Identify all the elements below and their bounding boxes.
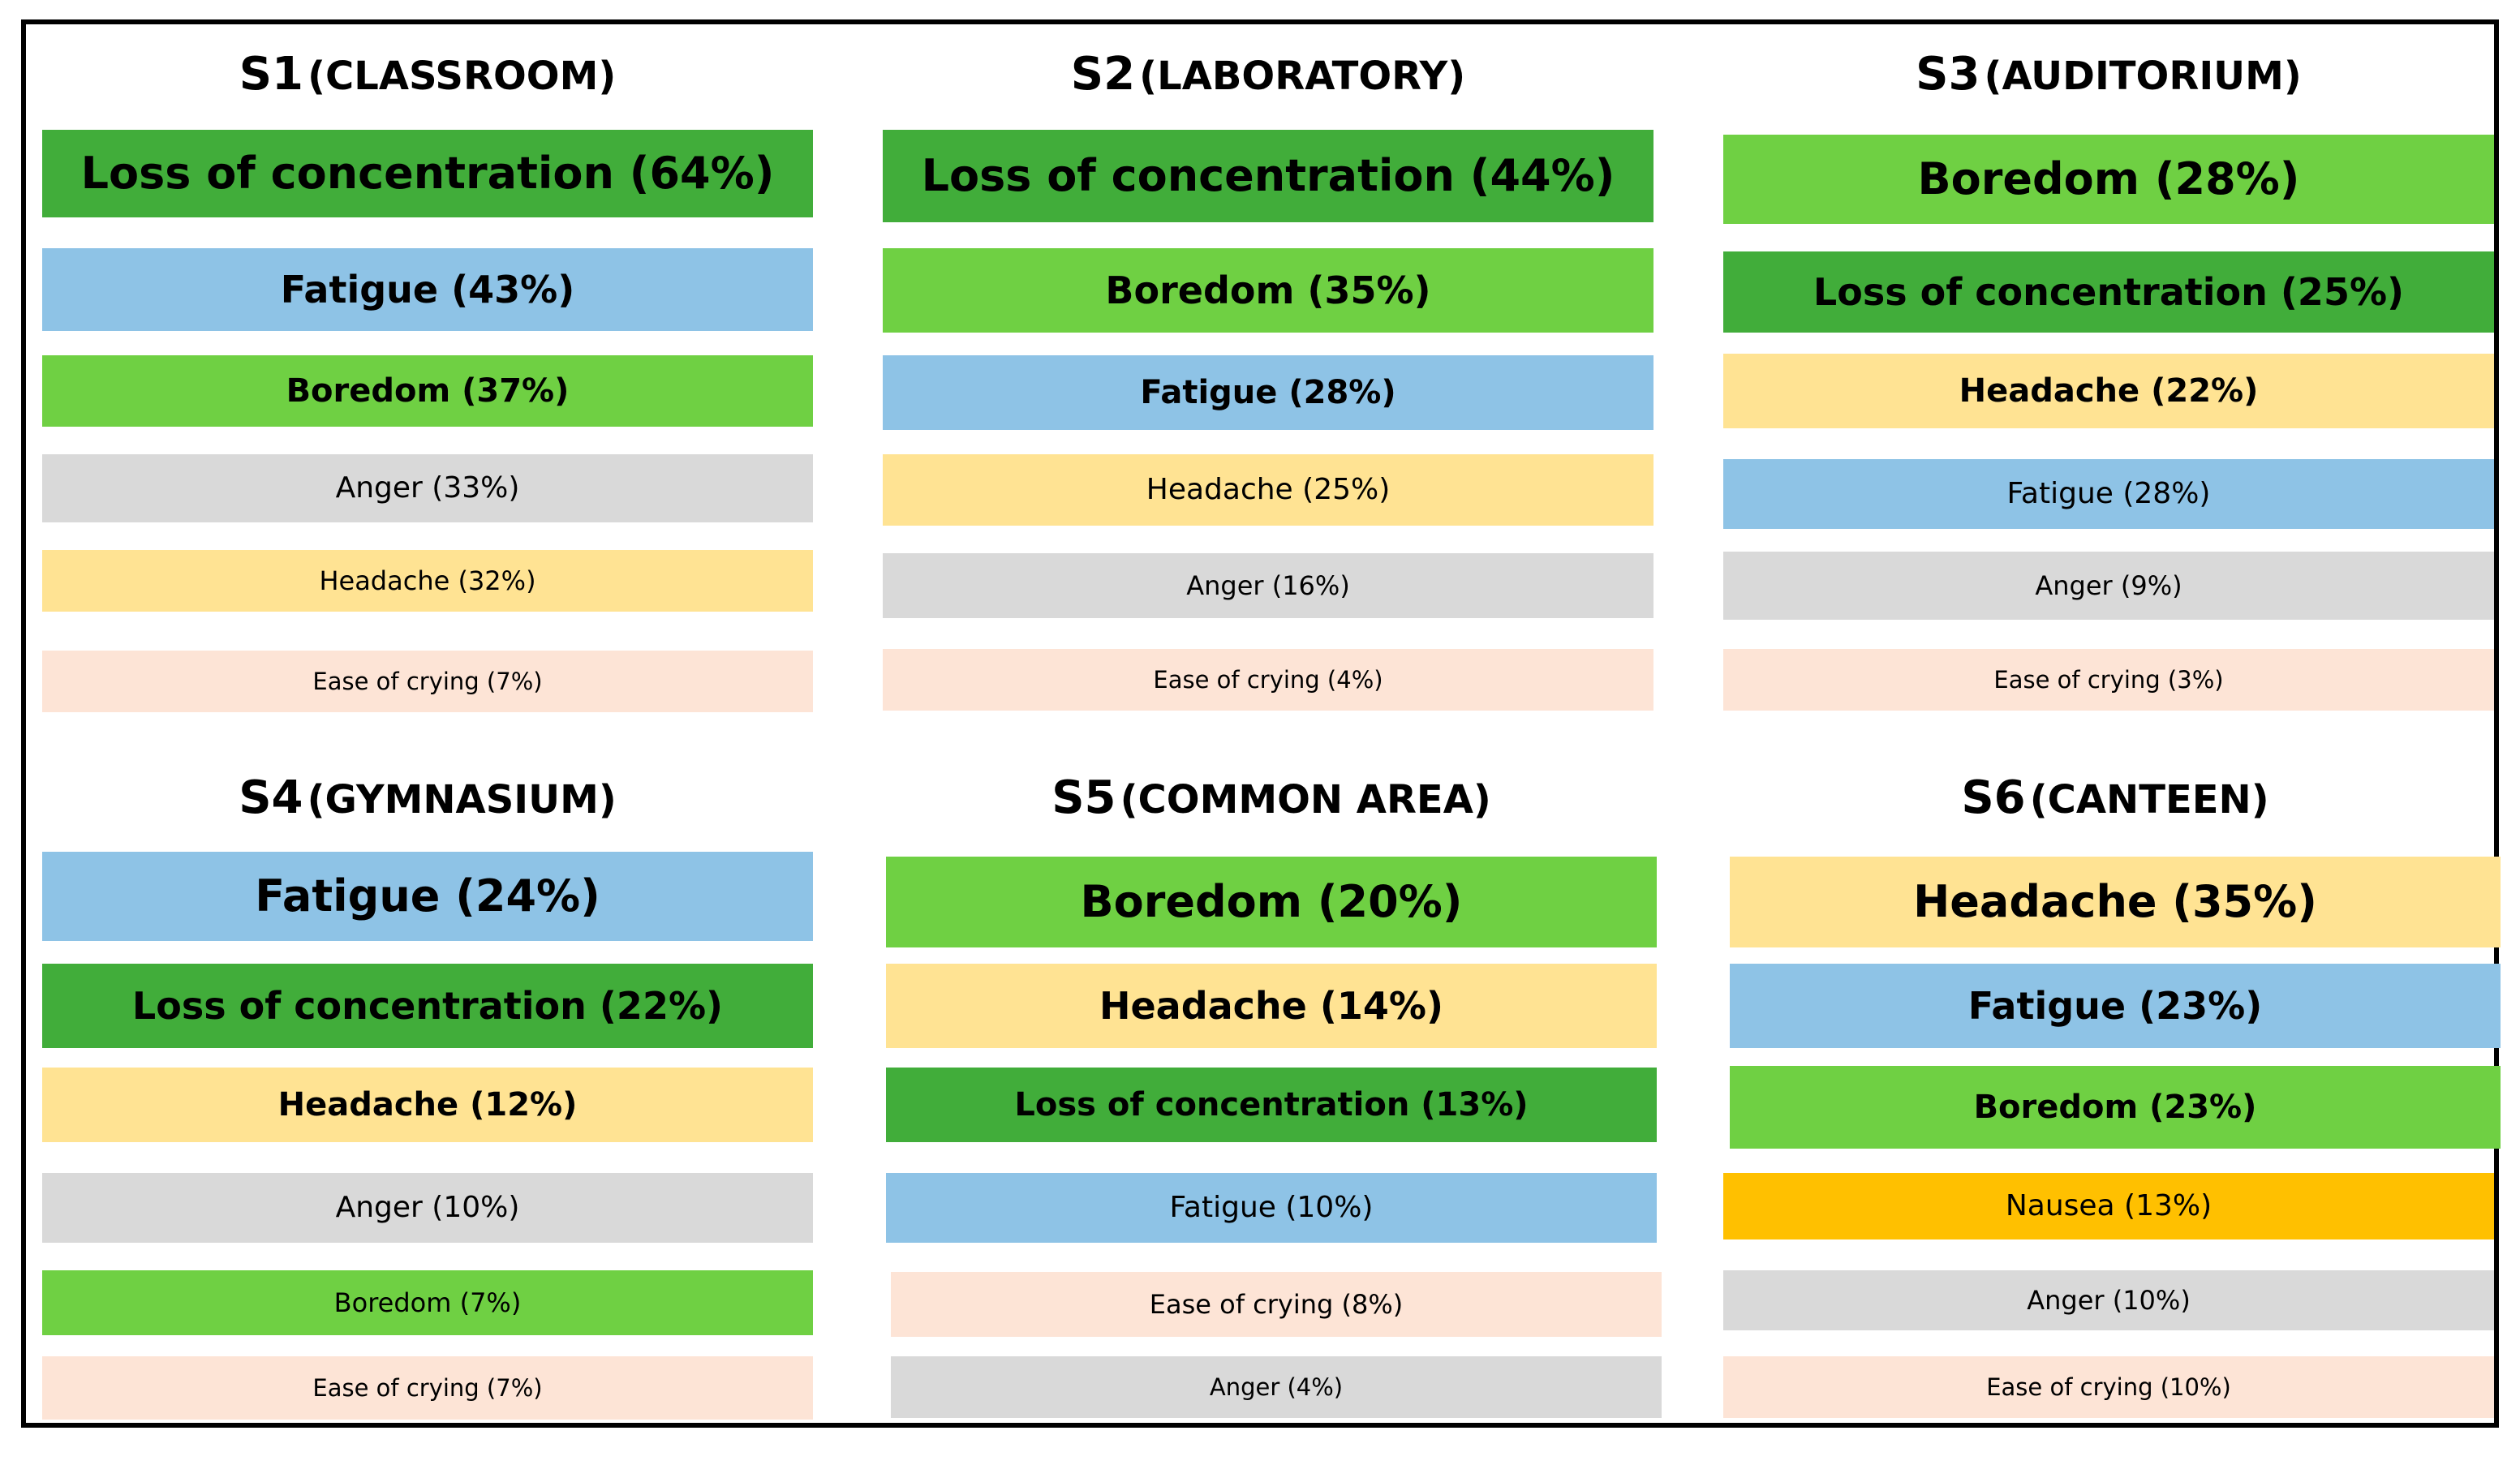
- symptom-label: Boredom (7%): [333, 1287, 522, 1318]
- symptom-label: Loss of concentration (25%): [1813, 270, 2405, 314]
- symptom-bar: Anger (10%): [1723, 1270, 2494, 1330]
- symptom-label: Headache (25%): [1146, 473, 1391, 506]
- symptom-label: Loss of concentration (22%): [131, 984, 724, 1028]
- symptom-bar: Ease of crying (7%): [42, 1356, 813, 1420]
- panel-place: CLASSROOM: [325, 54, 599, 99]
- panel-title: S1 (CLASSROOM): [239, 48, 617, 101]
- symptom-bar: Fatigue (24%): [42, 852, 813, 941]
- symptom-bar: Boredom (37%): [42, 355, 813, 427]
- symptom-bar: Fatigue (10%): [886, 1173, 1657, 1243]
- panel-title: S5 (COMMON AREA): [1051, 771, 1491, 824]
- symptom-bar: Anger (4%): [891, 1356, 1662, 1418]
- symptom-label: Headache (32%): [319, 565, 536, 596]
- symptom-label: Ease of crying (8%): [1149, 1289, 1404, 1320]
- symptom-label: Anger (16%): [1186, 570, 1350, 601]
- panel-place: COMMON AREA: [1137, 777, 1473, 823]
- symptom-bar: Loss of concentration (25%): [1723, 251, 2494, 333]
- symptom-bar: Boredom (28%): [1723, 135, 2494, 224]
- symptom-bar: Boredom (23%): [1730, 1066, 2501, 1149]
- symptom-bar: Boredom (35%): [883, 248, 1653, 333]
- symptom-label: Fatigue (43%): [280, 268, 575, 311]
- symptom-bar: Loss of concentration (44%): [883, 130, 1653, 222]
- symptom-bar: Anger (9%): [1723, 552, 2494, 620]
- symptom-bar: Fatigue (28%): [883, 355, 1653, 430]
- symptom-bar: Fatigue (23%): [1730, 964, 2501, 1048]
- symptom-label: Boredom (35%): [1105, 269, 1431, 312]
- panel-place: LABORATORY: [1157, 54, 1448, 99]
- symptom-bar: Headache (14%): [886, 964, 1657, 1048]
- panel-s5-common-area: S5 (COMMON AREA) Boredom (20%) Headache …: [886, 751, 1662, 1465]
- panel-s3-auditorium: S3 (AUDITORIUM) Boredom (28%) Loss of co…: [1723, 24, 2494, 738]
- symptom-label: Loss of concentration (44%): [921, 150, 1615, 201]
- panel-s1-classroom: S1 (CLASSROOM) Loss of concentration (64…: [42, 24, 813, 738]
- symptom-bar: Anger (33%): [42, 454, 813, 522]
- panel-code: S1: [239, 48, 304, 101]
- symptom-bar: Headache (12%): [42, 1068, 813, 1142]
- symptom-label: Boredom (37%): [286, 372, 570, 410]
- symptom-bar: Anger (16%): [883, 553, 1653, 618]
- symptom-label: Ease of crying (10%): [1986, 1373, 2231, 1401]
- symptom-label: Ease of crying (7%): [312, 1373, 543, 1402]
- symptom-bar: Ease of crying (8%): [891, 1272, 1662, 1337]
- symptom-label: Loss of concentration (13%): [1014, 1086, 1529, 1123]
- panel-title: S4 (GYMNASIUM): [239, 771, 617, 824]
- symptom-label: Fatigue (10%): [1169, 1191, 1374, 1224]
- panel-code: S6: [1961, 771, 2026, 824]
- symptom-label: Ease of crying (4%): [1153, 665, 1383, 694]
- symptom-label: Nausea (13%): [2005, 1189, 2213, 1222]
- figure-frame: S1 (CLASSROOM) Loss of concentration (64…: [21, 19, 2501, 1428]
- panel-code: S3: [1916, 48, 1980, 101]
- symptom-bar: Loss of concentration (13%): [886, 1068, 1657, 1142]
- symptom-bar: Ease of crying (3%): [1723, 649, 2494, 711]
- panel-place: GYMNASIUM: [325, 777, 599, 823]
- symptom-label: Ease of crying (3%): [1993, 665, 2224, 694]
- symptom-bar: Headache (32%): [42, 550, 813, 612]
- panel-title: S3 (AUDITORIUM): [1916, 48, 2302, 101]
- symptom-label: Ease of crying (7%): [312, 667, 543, 695]
- panel-place: AUDITORIUM: [2002, 54, 2284, 99]
- symptom-bar: Headache (22%): [1723, 354, 2494, 428]
- symptom-label: Anger (4%): [1209, 1373, 1344, 1401]
- panel-s2-laboratory: S2 (LABORATORY) Loss of concentration (4…: [883, 24, 1653, 738]
- symptom-label: Anger (9%): [2035, 570, 2182, 601]
- symptom-label: Anger (10%): [335, 1191, 520, 1224]
- symptom-bar: Loss of concentration (64%): [42, 130, 813, 217]
- symptom-label: Headache (12%): [277, 1086, 578, 1123]
- symptom-label: Boredom (28%): [1917, 153, 2300, 204]
- symptom-label: Loss of concentration (64%): [80, 148, 775, 199]
- panel-code: S5: [1051, 771, 1116, 824]
- symptom-label: Headache (14%): [1099, 984, 1444, 1028]
- panel-code: S4: [239, 771, 303, 824]
- symptom-bar: Headache (25%): [883, 454, 1653, 526]
- panel-code: S2: [1070, 48, 1136, 101]
- symptom-bar: Nausea (13%): [1723, 1173, 2494, 1239]
- panel-title: S2 (LABORATORY): [1070, 48, 1466, 101]
- panel-s6-canteen: S6 (CANTEEN) Headache (35%) Fatigue (23%…: [1723, 751, 2501, 1465]
- symptom-bar: Loss of concentration (22%): [42, 964, 813, 1048]
- symptom-bar: Boredom (20%): [886, 857, 1657, 947]
- symptom-label: Fatigue (23%): [1967, 984, 2263, 1028]
- panel-s4-gymnasium: S4 (GYMNASIUM) Fatigue (24%) Loss of con…: [42, 751, 813, 1465]
- symptom-bar: Fatigue (43%): [42, 248, 813, 331]
- symptom-bar: Headache (35%): [1730, 857, 2501, 947]
- symptom-bar: Ease of crying (7%): [42, 651, 813, 712]
- symptom-label: Fatigue (28%): [2006, 477, 2211, 510]
- symptom-bar: Ease of crying (4%): [883, 649, 1653, 711]
- symptom-bar: Ease of crying (10%): [1723, 1356, 2494, 1418]
- panel-place: CANTEEN: [2047, 777, 2251, 823]
- symptom-label: Anger (33%): [335, 471, 520, 505]
- symptom-label: Fatigue (24%): [255, 870, 600, 922]
- symptom-bar: Boredom (7%): [42, 1270, 813, 1335]
- symptom-label: Fatigue (28%): [1140, 374, 1396, 411]
- symptom-bar: Fatigue (28%): [1723, 459, 2494, 529]
- symptom-bar: Anger (10%): [42, 1173, 813, 1243]
- symptom-label: Anger (10%): [2027, 1285, 2191, 1316]
- symptom-label: Boredom (20%): [1080, 876, 1463, 927]
- panel-title: S6 (CANTEEN): [1961, 771, 2269, 824]
- symptom-label: Headache (22%): [1959, 372, 2259, 410]
- symptom-label: Headache (35%): [1913, 876, 2317, 927]
- symptom-label: Boredom (23%): [1973, 1089, 2257, 1126]
